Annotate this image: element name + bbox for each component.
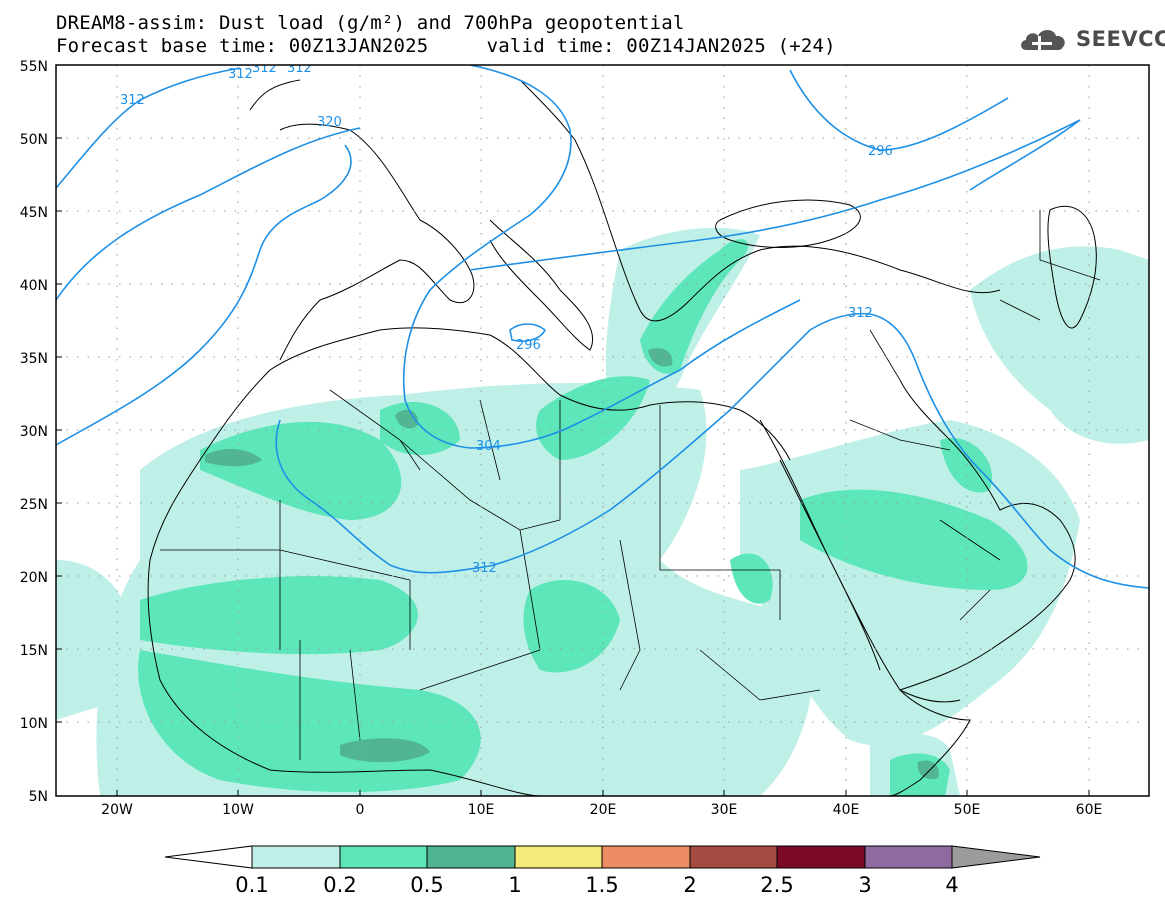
colorbar-label: 0.2	[323, 873, 356, 897]
contour-label: 320	[317, 115, 342, 130]
map-title: DREAM8-assim: Dust load (g/m²) and 700hP…	[56, 12, 685, 34]
colorbar-label: 2	[683, 873, 696, 897]
dust-area-iran-low	[970, 246, 1149, 444]
border-lines	[160, 210, 1101, 760]
colorbar-swatch-0.1	[251, 845, 341, 869]
coastline-italy	[489, 219, 594, 351]
country-borders	[160, 210, 1101, 760]
contour-sw-outer	[56, 144, 352, 446]
coastline-north-africa	[199, 327, 791, 461]
colorbar-label: 2.5	[760, 873, 793, 897]
lon-label: 40E	[833, 802, 860, 818]
dust-area-somalia-mid	[890, 753, 950, 796]
lat-label: 5N	[29, 789, 48, 805]
lat-label: 35N	[20, 351, 48, 367]
dust-fill-high	[205, 348, 939, 780]
lon-label: 10E	[468, 802, 495, 818]
coastline-europe	[249, 79, 1001, 361]
seevccc-logo: SEEVCCC	[1018, 24, 1165, 54]
dust-area-somalia-high	[917, 760, 939, 780]
coastline-arabia	[899, 379, 1076, 691]
geopotential-contours	[56, 65, 1149, 589]
lat-label: 40N	[20, 278, 48, 294]
coastline-horn	[889, 689, 971, 796]
coastline-black-sea	[715, 199, 861, 248]
map-subtitle: Forecast base time: 00Z13JAN2025 valid t…	[56, 35, 836, 57]
lat-label: 50N	[20, 132, 48, 148]
colorbar-label: 0.5	[410, 873, 443, 897]
lat-label: 20N	[20, 570, 48, 586]
contour-east-upper	[469, 119, 1081, 271]
lon-label: 20W	[101, 802, 133, 818]
lon-labels: 20W 10W 0 10E 20E 30E 40E 50E 60E	[101, 802, 1102, 818]
contour-east-296	[789, 69, 1009, 151]
colorbar-label: 4	[945, 873, 958, 897]
contour-label: 312	[287, 61, 312, 76]
dust-area-arabia-mid	[800, 489, 1028, 590]
colorbar-swatch-0.2	[339, 845, 428, 869]
coastline-red-sea	[759, 419, 961, 703]
contour-label: 296	[868, 144, 893, 159]
colorbar-label: 0.1	[235, 873, 268, 897]
dust-area-nigeria-high	[340, 738, 430, 763]
cloud-icon	[1021, 30, 1065, 50]
coastline-west-africa	[147, 459, 541, 796]
contour-296-islands	[509, 323, 547, 342]
dust-area-morocco-mid	[200, 421, 402, 520]
lon-label: 30E	[711, 802, 738, 818]
colorbar	[164, 845, 1041, 869]
dust-area-chad-mid	[523, 580, 620, 673]
dust-area-sudan-mid	[730, 553, 773, 604]
lat-label: 45N	[20, 205, 48, 221]
contour-312-south	[275, 312, 1149, 589]
contour-label: 304	[476, 439, 501, 454]
lon-label: 10W	[222, 802, 254, 818]
lat-label: 10N	[20, 716, 48, 732]
lon-label: 60E	[1076, 802, 1103, 818]
coastlines	[147, 79, 1097, 796]
lat-label: 30N	[20, 424, 48, 440]
dust-area-sahel-mid	[140, 576, 418, 655]
colorbar-high-arrow	[951, 845, 1041, 869]
lat-label: 25N	[20, 497, 48, 513]
lat-labels: 55N 50N 45N 40N 35N 30N 25N 20N 15N 10N …	[20, 59, 48, 805]
contour-labels: 312 312 312 320 312 296 296 304 312 312	[120, 61, 893, 576]
contour-north-europe	[402, 65, 801, 449]
colorbar-swatch-0.5	[426, 845, 516, 869]
contour-label: 312	[228, 67, 253, 82]
dust-area-crete-high	[648, 348, 673, 367]
contour-far-east	[969, 119, 1081, 191]
colorbar-swatch-2.5	[776, 845, 866, 869]
axis-ticks	[56, 137, 1090, 796]
coastline-caspian	[1047, 205, 1097, 329]
colorbar-label: 1	[508, 873, 521, 897]
lon-label: 0	[356, 802, 365, 818]
contour-label: 312	[252, 61, 277, 76]
lat-label: 15N	[20, 643, 48, 659]
colorbar-swatch-3	[864, 845, 953, 869]
contour-nw-inner	[56, 127, 361, 301]
colorbar-swatch-1.5	[601, 845, 691, 869]
colorbar-swatch-1	[514, 845, 603, 869]
colorbar-swatch-2	[689, 845, 778, 869]
lon-label: 20E	[590, 802, 617, 818]
contour-label: 312	[472, 561, 497, 576]
colorbar-labels: 0.1 0.2 0.5 1 1.5 2 2.5 3 4	[235, 873, 958, 897]
dust-area-aegean-mid	[640, 239, 749, 374]
lon-label: 50E	[954, 802, 981, 818]
gridlines	[56, 65, 1149, 796]
contour-label: 312	[120, 93, 145, 108]
contour-label: 312	[848, 306, 873, 321]
dust-area-west-africa-low	[56, 560, 130, 720]
colorbar-low-arrow	[164, 845, 253, 869]
logo-text: SEEVCCC	[1076, 27, 1165, 51]
lat-label: 55N	[20, 59, 48, 75]
contour-nw-outer	[56, 67, 241, 189]
colorbar-label: 3	[858, 873, 871, 897]
contour-label: 296	[516, 338, 541, 353]
colorbar-label: 1.5	[585, 873, 618, 897]
dust-area-morocco-high	[205, 448, 262, 467]
dust-area-gulf-mid	[940, 438, 992, 493]
